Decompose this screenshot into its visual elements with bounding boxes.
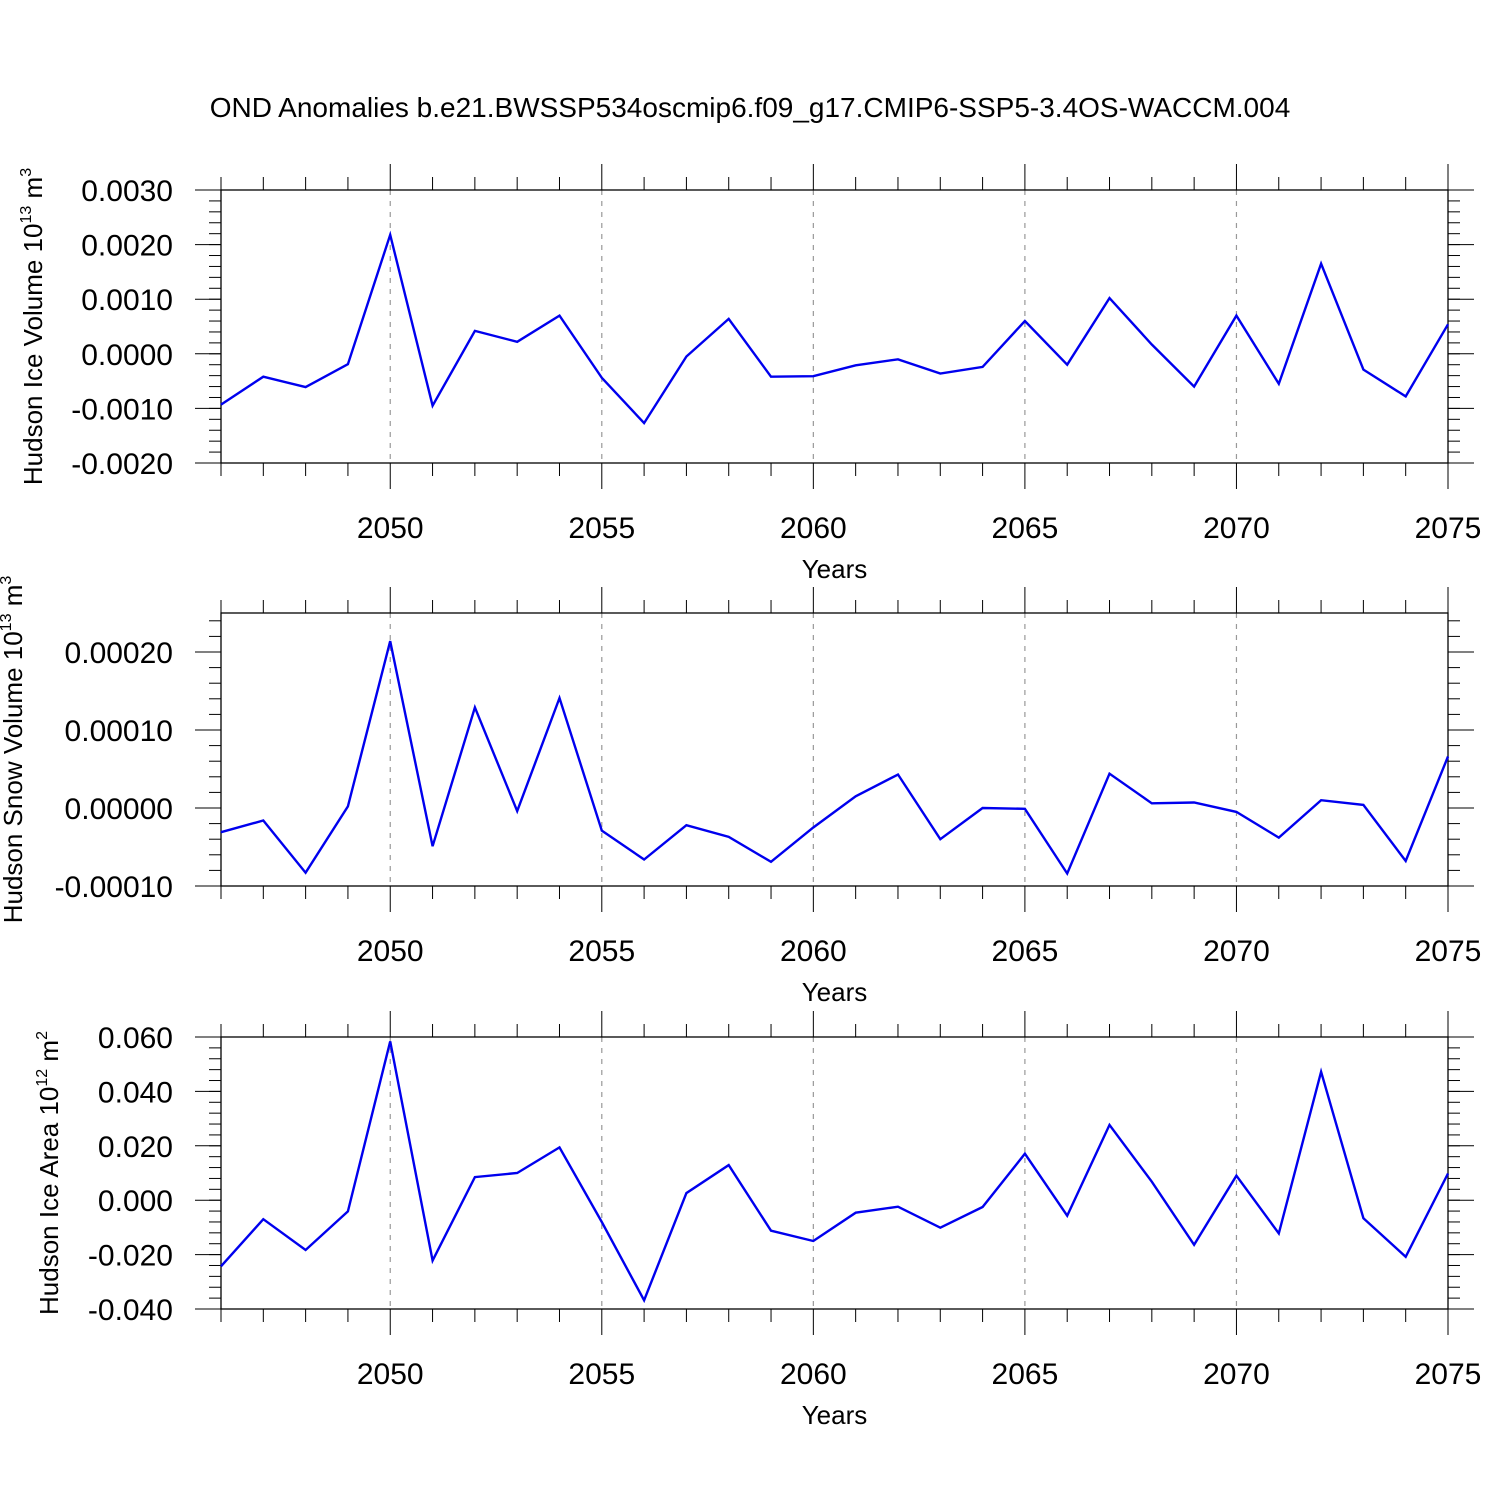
x-axis-label: Years bbox=[802, 554, 868, 584]
y-tick-label: 0.00000 bbox=[65, 793, 173, 826]
x-tick-label: 2065 bbox=[992, 935, 1059, 968]
x-tick-label: 2070 bbox=[1203, 512, 1270, 545]
x-tick-label: 2050 bbox=[357, 1358, 424, 1391]
y-tick-label: 0.020 bbox=[98, 1131, 173, 1164]
y-tick-label: 0.0000 bbox=[81, 339, 173, 372]
x-tick-label: 2060 bbox=[780, 1358, 847, 1391]
y-tick-label: -0.00010 bbox=[55, 871, 173, 904]
y-axis-label: Hudson Snow Volume 1013 m3 bbox=[0, 576, 28, 924]
x-tick-label: 2060 bbox=[780, 935, 847, 968]
chart-title: OND Anomalies b.e21.BWSSP534oscmip6.f09_… bbox=[209, 92, 1291, 123]
panel-3: -0.040 -0.020 0.000 0.020 0.040 0.060 2050 2055… bbox=[34, 1011, 1481, 1430]
series-line bbox=[220, 1041, 1450, 1304]
x-tick-label: 2065 bbox=[992, 1358, 1059, 1391]
x-tick-label: 2070 bbox=[1203, 935, 1270, 968]
x-axis-label: Years bbox=[802, 977, 868, 1007]
panel-1: -0.0020 -0.0010 0.0000 0.0010 0.0020 0.0030 20… bbox=[18, 164, 1481, 584]
plot-frame bbox=[220, 1036, 1449, 1310]
y-tick-label: 0.060 bbox=[98, 1022, 173, 1055]
y-tick-label: 0.0030 bbox=[81, 175, 173, 208]
y-tick-label: 0.00020 bbox=[65, 637, 173, 670]
x-tick-label: 2065 bbox=[992, 512, 1059, 545]
x-axis-label: Years bbox=[802, 1400, 868, 1430]
y-tick-label: 0.00010 bbox=[65, 715, 173, 748]
panel-2: -0.00010 0.00000 0.00010 0.00020 2050 2055 206… bbox=[0, 576, 1481, 1007]
y-tick-label: -0.0010 bbox=[71, 393, 173, 426]
y-axis-label: Hudson Ice Volume 1013 m3 bbox=[18, 168, 48, 485]
series-line bbox=[220, 230, 1450, 426]
y-tick-label: 0.0010 bbox=[81, 284, 173, 317]
x-tick-label: 2060 bbox=[780, 512, 847, 545]
x-tick-label: 2075 bbox=[1415, 512, 1482, 545]
x-tick-label: 2075 bbox=[1415, 935, 1482, 968]
y-tick-label: 0.040 bbox=[98, 1076, 173, 1109]
y-tick-label: -0.020 bbox=[88, 1240, 173, 1273]
y-tick-label: 0.000 bbox=[98, 1185, 173, 1218]
y-axis-label: Hudson Ice Area 1012 m2 bbox=[34, 1031, 64, 1315]
x-tick-label: 2050 bbox=[357, 935, 424, 968]
x-tick-label: 2055 bbox=[568, 935, 635, 968]
plot-frame bbox=[220, 189, 1449, 464]
y-tick-label: -0.040 bbox=[88, 1294, 173, 1327]
series-line bbox=[220, 640, 1450, 877]
y-tick-label: 0.0020 bbox=[81, 230, 173, 263]
plot-frame bbox=[220, 612, 1449, 887]
y-tick-label: -0.0020 bbox=[71, 448, 173, 481]
x-tick-label: 2055 bbox=[568, 1358, 635, 1391]
x-tick-label: 2055 bbox=[568, 512, 635, 545]
x-tick-label: 2075 bbox=[1415, 1358, 1482, 1391]
x-tick-label: 2050 bbox=[357, 512, 424, 545]
x-tick-label: 2070 bbox=[1203, 1358, 1270, 1391]
